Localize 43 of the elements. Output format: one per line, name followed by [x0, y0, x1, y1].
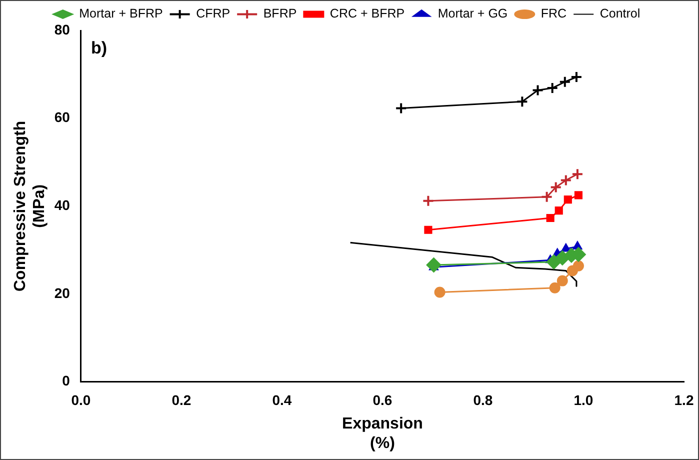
- y-tick-label: 0: [62, 372, 70, 389]
- x-tick-label: 0.4: [272, 392, 292, 408]
- legend-label: Mortar + BFRP: [79, 6, 163, 21]
- y-tick-label: 20: [54, 284, 70, 301]
- legend-label: BFRP: [263, 6, 297, 21]
- x-tick-label: 1.2: [674, 392, 694, 408]
- x-tick-label: 0.6: [372, 392, 392, 408]
- point: [571, 168, 584, 180]
- x-tick-label: 0.8: [473, 392, 493, 408]
- legend-label: Control: [600, 6, 640, 21]
- y-tick-label: 80: [54, 21, 70, 38]
- point: [558, 76, 571, 88]
- point: [556, 275, 568, 286]
- point: [424, 226, 432, 234]
- point: [540, 190, 553, 203]
- point: [560, 174, 572, 186]
- x-axis-title: Expansion (%): [342, 416, 423, 452]
- point: [546, 214, 554, 222]
- point: [434, 286, 446, 298]
- legend-label: FRC: [540, 6, 567, 21]
- point: [549, 282, 560, 294]
- x-tick-label: 1.0: [574, 392, 594, 408]
- point: [395, 102, 408, 114]
- point: [574, 191, 583, 200]
- point: [572, 260, 584, 272]
- point: [550, 181, 562, 194]
- x-tick-label: 0.2: [172, 392, 192, 408]
- point: [570, 71, 582, 84]
- point: [516, 96, 528, 108]
- legend-label: CRC + BFRP: [330, 6, 405, 21]
- annotation: b): [90, 38, 108, 58]
- point: [546, 82, 558, 94]
- y-tick-label: 40: [54, 197, 70, 214]
- point: [564, 196, 572, 204]
- point: [426, 257, 442, 272]
- y-tick-label: 60: [54, 109, 70, 126]
- point: [532, 84, 544, 96]
- y-axis-title: Compressive Strength (MPa): [12, 120, 48, 292]
- point: [422, 194, 434, 207]
- point: [554, 206, 563, 215]
- x-tick-label: 0.0: [71, 392, 91, 408]
- legend-label: CFRP: [196, 6, 230, 21]
- legend-label: Mortar + GG: [438, 6, 508, 21]
